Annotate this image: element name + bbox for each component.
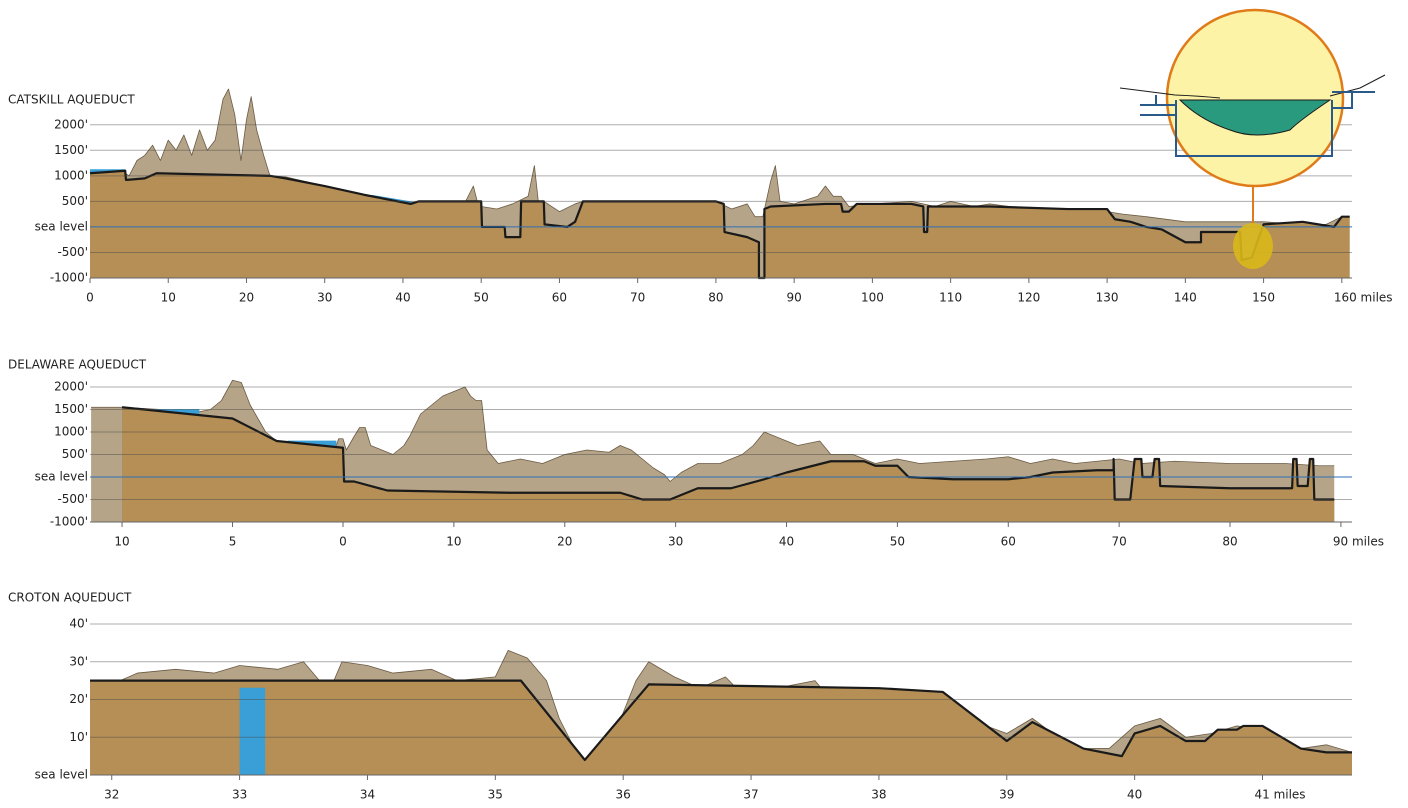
y-tick-label: -500': [57, 492, 88, 506]
y-tick-label: 500': [62, 194, 88, 208]
x-tick-label: 70: [630, 291, 645, 305]
x-tick-label: 30: [317, 291, 332, 305]
x-tick-label: 5: [229, 535, 237, 549]
series-area: [90, 680, 1352, 775]
series-area: [122, 407, 1335, 522]
series-line: [121, 406, 1335, 501]
x-tick-label: 150: [1252, 291, 1275, 305]
x-tick-label: 10: [161, 291, 176, 305]
x-tick-label: 90 miles: [1333, 535, 1384, 549]
y-tick-label: sea level: [35, 470, 88, 484]
x-tick-label: 60: [1001, 535, 1016, 549]
x-tick-label: 40: [779, 535, 794, 549]
inset-structure: [1140, 91, 1375, 157]
x-tick-label: 34: [360, 788, 375, 802]
series-area: [90, 170, 1350, 278]
x-tick-label: 80: [708, 291, 723, 305]
x-tick-label: 39: [999, 788, 1014, 802]
x-tick-label: 140: [1174, 291, 1197, 305]
series-line: [90, 679, 1352, 761]
x-tick-label: 30: [668, 535, 683, 549]
x-tick-label: 120: [1017, 291, 1040, 305]
chart-title: DELAWARE AQUEDUCT: [8, 358, 147, 372]
y-tick-label: 2000': [54, 380, 88, 394]
series-line: [91, 379, 1335, 482]
x-tick-label: 38: [871, 788, 886, 802]
inset-ground: [1119, 74, 1386, 99]
inset-circle: [1165, 8, 1345, 188]
y-tick-label: 30': [69, 654, 88, 668]
x-tick-label: 110: [939, 291, 962, 305]
y-tick-label: -1000': [50, 515, 88, 529]
series-line: [90, 169, 415, 203]
x-tick-label: 41 miles: [1254, 788, 1305, 802]
series-area: [239, 688, 266, 775]
x-tick-label: 0: [86, 291, 94, 305]
y-tick-label: 1000': [54, 425, 88, 439]
x-tick-label: 130: [1096, 291, 1119, 305]
x-tick-label: 32: [104, 788, 119, 802]
x-tick-label: 40: [395, 291, 410, 305]
x-tick-label: 37: [743, 788, 758, 802]
y-tick-label: -500': [57, 245, 88, 259]
x-tick-label: 50: [890, 535, 905, 549]
inset-diagram: [1119, 8, 1386, 269]
series-line: [89, 169, 1350, 280]
y-tick-label: sea level: [35, 219, 88, 233]
y-tick-label: 20': [69, 692, 88, 706]
x-tick-label: 100: [861, 291, 884, 305]
inset-highlight: [1233, 223, 1273, 269]
chart-title: CATSKILL AQUEDUCT: [8, 93, 135, 107]
y-tick-label: 2000': [54, 117, 88, 131]
x-tick-label: 10: [446, 535, 461, 549]
x-tick-label: 20: [239, 291, 254, 305]
y-tick-label: 1000': [54, 168, 88, 182]
x-tick-label: 90: [787, 291, 802, 305]
y-tick-label: -1000': [50, 271, 88, 285]
x-tick-label: 36: [616, 788, 631, 802]
y-tick-label: 1500': [54, 143, 88, 157]
x-tick-label: 70: [1112, 535, 1127, 549]
x-tick-label: 60: [552, 291, 567, 305]
x-tick-label: 80: [1222, 535, 1237, 549]
x-tick-label: 20: [557, 535, 572, 549]
x-tick-label: 40: [1127, 788, 1142, 802]
y-tick-label: 1500': [54, 402, 88, 416]
x-tick-label: 0: [339, 535, 347, 549]
x-tick-label: 33: [232, 788, 247, 802]
inset-water: [1178, 99, 1332, 136]
y-tick-label: 500': [62, 447, 88, 461]
x-tick-label: 160 miles: [1334, 291, 1393, 305]
chart-title: CROTON AQUEDUCT: [8, 591, 132, 605]
y-tick-label: 40': [69, 617, 88, 631]
y-tick-label: sea level: [35, 768, 88, 782]
x-tick-label: 50: [474, 291, 489, 305]
x-tick-label: 35: [488, 788, 503, 802]
y-tick-label: 10': [69, 730, 88, 744]
x-tick-label: 10: [114, 535, 129, 549]
